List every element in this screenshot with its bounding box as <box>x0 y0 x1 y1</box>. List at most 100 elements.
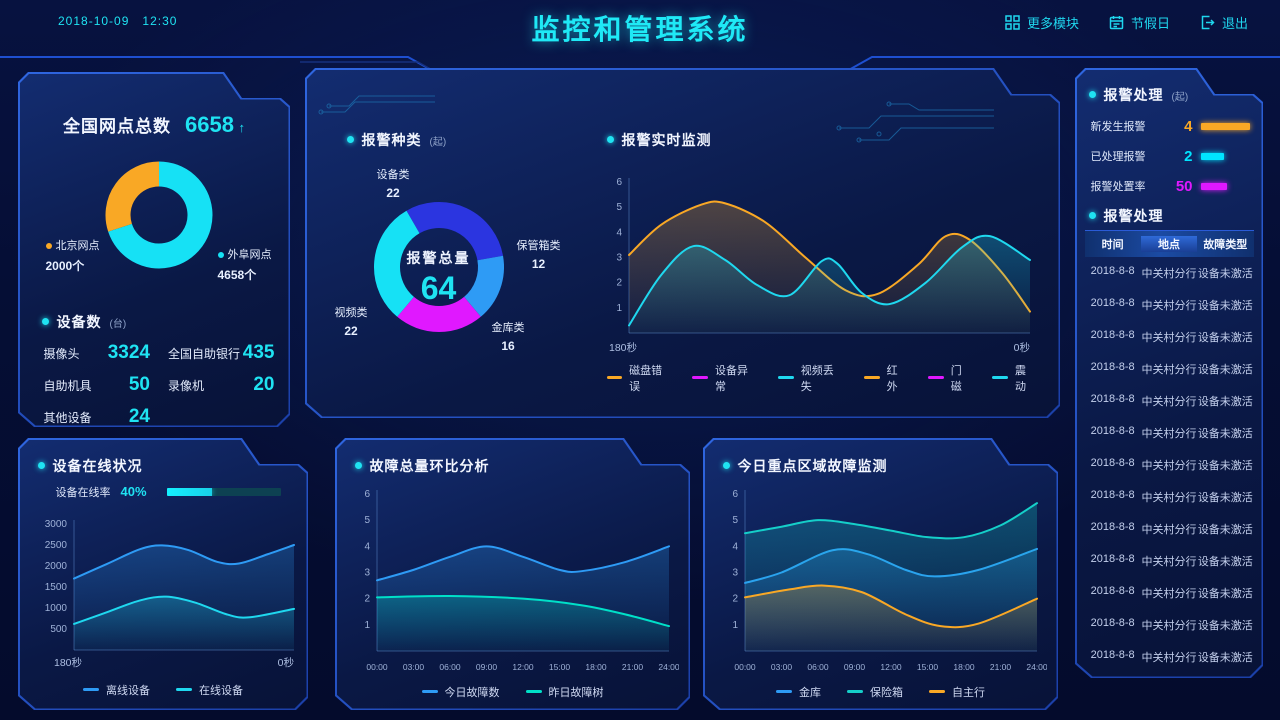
legend-item[interactable]: 昨日故障树 <box>526 684 604 700</box>
alarm-table-title: 报警处理 <box>1103 207 1164 224</box>
legend-label: 红外 <box>886 364 898 393</box>
table-cell: 2018-8-8 <box>1090 360 1135 373</box>
legend-label: 在线设备 <box>199 684 243 697</box>
table-cell: 设备未激活 <box>1197 651 1253 664</box>
col-place: 地点 <box>1141 236 1197 252</box>
device-stat-row: 自助机具 50 <box>44 374 151 396</box>
table-cell: 2018-8-8 <box>1090 424 1135 437</box>
svg-text:03:00: 03:00 <box>402 662 424 672</box>
legend-item[interactable]: 在线设备 <box>176 682 243 698</box>
legend-item[interactable]: 离线设备 <box>83 682 150 698</box>
device-online-chart: 500 1000 1500 2000 2500 3000 180秒 0秒 <box>32 512 300 672</box>
zoom-icon[interactable] <box>248 75 282 101</box>
table-row: 2018-8-8 中关村分行设备未激活 <box>1085 321 1254 353</box>
legend-label: 震动 <box>1014 364 1026 393</box>
svg-text:15:00: 15:00 <box>916 662 938 672</box>
menu-more-modules[interactable]: 更多模块 <box>1005 13 1079 32</box>
alarm-realtime-chart: 1 2 3 4 5 6 180秒 0秒 <box>603 172 1038 357</box>
legend-label: 离线设备 <box>106 684 150 697</box>
trend-up-arrow-icon: ↑ <box>238 119 245 135</box>
legend-dash-icon <box>992 376 1008 379</box>
table-cell: 设备未激活 <box>1197 299 1253 312</box>
legend-item[interactable]: 保险箱 <box>847 684 903 700</box>
legend-dash-icon <box>607 376 623 379</box>
legend-item[interactable]: 门磁 <box>928 362 972 394</box>
table-row: 2018-8-8 中关村分行设备未激活 <box>1085 449 1254 481</box>
legend-label: 视频丢失 <box>800 364 834 393</box>
stat-label: 全国自助银行 <box>168 346 241 361</box>
bullet-dot-icon <box>347 136 354 143</box>
stat-value: 435 <box>242 341 275 363</box>
svg-text:3: 3 <box>364 567 370 578</box>
legend-dash-icon <box>864 376 880 379</box>
donut-label-device: 设备类 22 <box>376 168 410 200</box>
menu-holiday[interactable]: 节假日 <box>1109 13 1170 32</box>
network-donut-chart <box>84 140 234 290</box>
table-cell: 设备未激活 <box>1197 459 1253 472</box>
legend-item[interactable]: 设备异常 <box>692 362 758 394</box>
page-title: 监控和管理系统 <box>531 14 749 45</box>
legend-dash-icon <box>422 690 438 693</box>
svg-text:18:00: 18:00 <box>953 662 975 672</box>
legend-item[interactable]: 视频丢失 <box>778 362 844 394</box>
device-stat-row: 其他设备 24 <box>44 406 151 428</box>
donut-label-safebox: 保管箱类 12 <box>516 239 561 271</box>
svg-text:2: 2 <box>616 277 622 288</box>
legend-item[interactable]: 震动 <box>992 362 1036 394</box>
table-cell: 中关村分行 <box>1141 395 1197 408</box>
online-rate-value: 40% <box>120 484 147 499</box>
legend-item[interactable]: 金库 <box>776 684 821 700</box>
legend-item[interactable]: 自主行 <box>929 684 985 700</box>
zoom-icon[interactable] <box>266 441 300 467</box>
zoom-icon[interactable] <box>1016 441 1050 467</box>
table-cell: 设备未激活 <box>1197 683 1253 696</box>
table-cell: 2018-8-8 <box>1090 488 1135 501</box>
legend-item[interactable]: 今日故障数 <box>422 684 500 700</box>
device-online-title: 设备在线状况 <box>52 457 143 474</box>
region-fault-header: 今日重点区域故障监测 <box>723 456 888 476</box>
svg-text:4: 4 <box>364 541 370 552</box>
zoom-icon[interactable] <box>1018 71 1052 97</box>
table-row: 2018-8-8 中关村分行设备未激活 <box>1085 257 1254 289</box>
zoom-icon[interactable] <box>648 441 682 467</box>
menu-logout[interactable]: 退出 <box>1200 13 1248 32</box>
network-total-label: 全国网点总数 <box>63 116 172 136</box>
table-row: 2018-8-8 中关村分行设备未激活 <box>1085 577 1254 609</box>
svg-text:2500: 2500 <box>44 540 67 551</box>
alarm-handle-stats: 新发生报警 4 已处理报警 2 报警处置率 50 <box>1091 118 1250 195</box>
table-cell: 设备未激活 <box>1197 555 1253 568</box>
alarm-handle-unit: (起) <box>1171 91 1189 103</box>
alarm-types-title: 报警种类 <box>361 131 422 148</box>
table-cell: 2018-8-8 <box>1090 584 1135 597</box>
table-cell: 2018-8-8 <box>1090 552 1135 565</box>
svg-text:0秒: 0秒 <box>277 656 294 669</box>
svg-text:5: 5 <box>364 515 370 526</box>
svg-text:500: 500 <box>50 624 67 635</box>
legend-dash-icon <box>776 690 792 693</box>
legend-item[interactable]: 磁盘错误 <box>607 362 673 394</box>
svg-text:24:00: 24:00 <box>1026 662 1047 672</box>
device-stats: 摄像头 3324 自助机具 50 其他设备 24 全国自助银行 435 录像机 20 <box>44 342 275 428</box>
alarm-handle-title: 报警处理 <box>1103 86 1164 103</box>
table-cell: 设备未激活 <box>1197 427 1253 440</box>
legend-label: 今日故障数 <box>444 686 500 699</box>
svg-text:3: 3 <box>732 567 738 578</box>
bullet-dot-icon <box>1089 91 1096 98</box>
svg-text:5: 5 <box>616 202 622 213</box>
legend-dash-icon <box>847 690 863 693</box>
table-row: 2018-8-8 中关村分行设备未激活 <box>1085 481 1254 513</box>
table-cell: 中关村分行 <box>1141 491 1197 504</box>
device-stat-row: 摄像头 3324 <box>44 342 151 364</box>
table-cell: 中关村分行 <box>1141 651 1197 664</box>
legend-item[interactable]: 红外 <box>864 362 908 394</box>
table-cell: 中关村分行 <box>1141 713 1197 720</box>
table-cell: 中关村分行 <box>1141 331 1197 344</box>
zoom-icon[interactable] <box>1221 71 1255 97</box>
svg-text:3000: 3000 <box>44 519 67 530</box>
table-cell: 中关村分行 <box>1141 267 1197 280</box>
bullet-dot-icon <box>1089 212 1096 219</box>
calendar-icon <box>1109 16 1124 30</box>
svg-text:180秒: 180秒 <box>54 656 83 669</box>
